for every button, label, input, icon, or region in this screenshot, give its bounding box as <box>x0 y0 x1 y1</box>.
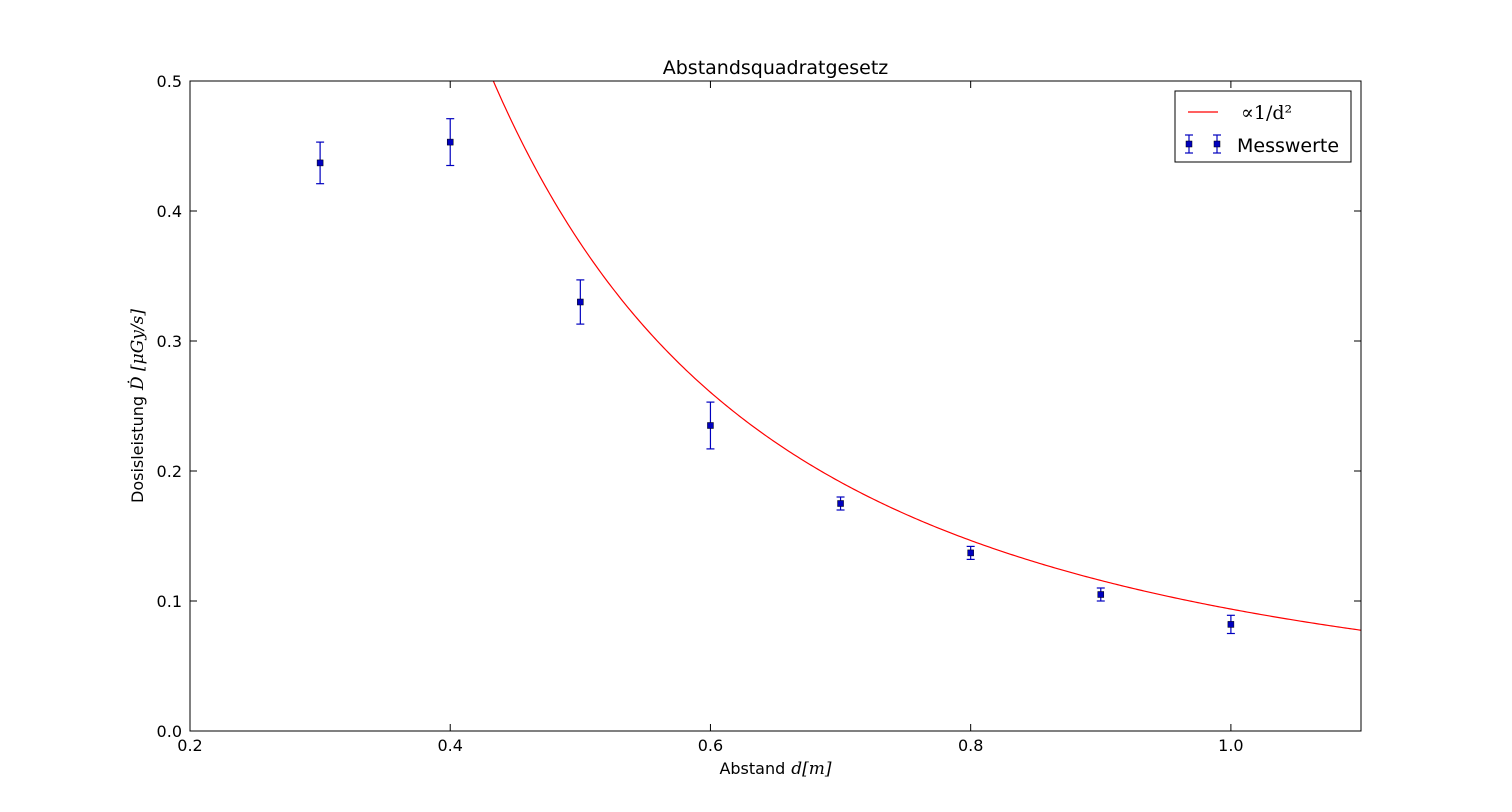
data-point-marker <box>1185 140 1193 148</box>
chart-title: Abstandsquadratgesetz <box>663 57 889 79</box>
data-point-1 <box>446 118 455 167</box>
legend-marker-0 <box>1185 134 1193 154</box>
y-tick-label: 0.0 <box>157 722 182 741</box>
y-tick-label: 0.1 <box>157 592 182 611</box>
legend-box <box>1174 90 1352 163</box>
data-point-marker <box>316 159 324 167</box>
y-tick-label: 0.5 <box>157 72 182 91</box>
legend: ∝1/d² Messwerte <box>1174 90 1352 163</box>
data-point-marker <box>1097 591 1105 598</box>
y-tick-label: 0.2 <box>157 462 182 481</box>
data-point-7 <box>1226 614 1235 635</box>
legend-marker-1 <box>1213 134 1221 154</box>
data-point-marker <box>967 549 974 557</box>
x-tick-label: 0.6 <box>698 736 723 755</box>
y-axis-label-math: Ḋ [μGy/s] <box>127 309 148 391</box>
x-tick-label: 0.8 <box>958 736 983 755</box>
plot-frame <box>189 80 1362 732</box>
x-axis-label: Abstand d[m] <box>719 759 831 779</box>
y-tick-label: 0.3 <box>157 332 182 351</box>
data-point-marker <box>1227 621 1235 628</box>
data-point-2 <box>576 279 585 325</box>
data-point-marker <box>707 422 714 429</box>
data-point-6 <box>1096 587 1105 602</box>
data-point-0 <box>316 141 325 185</box>
fit-curve-line <box>492 81 1361 631</box>
data-point-marker <box>446 138 454 146</box>
y-axis-label: Dosisleistung Ḋ [μGy/s] <box>127 309 148 503</box>
legend-marker-swatch <box>1185 134 1221 154</box>
legend-measurement-label: Messwerte <box>1237 135 1339 157</box>
data-point-3 <box>706 401 715 450</box>
axis-tick-labels: 0.2 0.4 0.6 0.8 1.0 0.0 0.1 0.2 0.3 0.4 0.5 <box>157 72 1244 755</box>
data-point-4 <box>836 496 845 511</box>
x-tick-label: 1.0 <box>1218 736 1243 755</box>
x-axis-label-math: d[m] <box>791 759 832 779</box>
x-axis-label-text: Abstand <box>719 759 785 778</box>
data-point-marker <box>837 500 844 507</box>
x-tick-label: 0.2 <box>177 736 202 755</box>
x-tick-label: 0.4 <box>437 736 462 755</box>
data-point-marker <box>577 298 584 306</box>
legend-fit-label: ∝1/d² <box>1241 102 1292 124</box>
data-point-marker <box>1213 140 1221 148</box>
y-tick-label: 0.4 <box>157 202 182 221</box>
data-point-5 <box>966 545 975 561</box>
plot-content <box>316 81 1361 635</box>
measurement-points <box>316 118 1235 635</box>
y-axis-label-text: Dosisleistung <box>128 396 147 503</box>
